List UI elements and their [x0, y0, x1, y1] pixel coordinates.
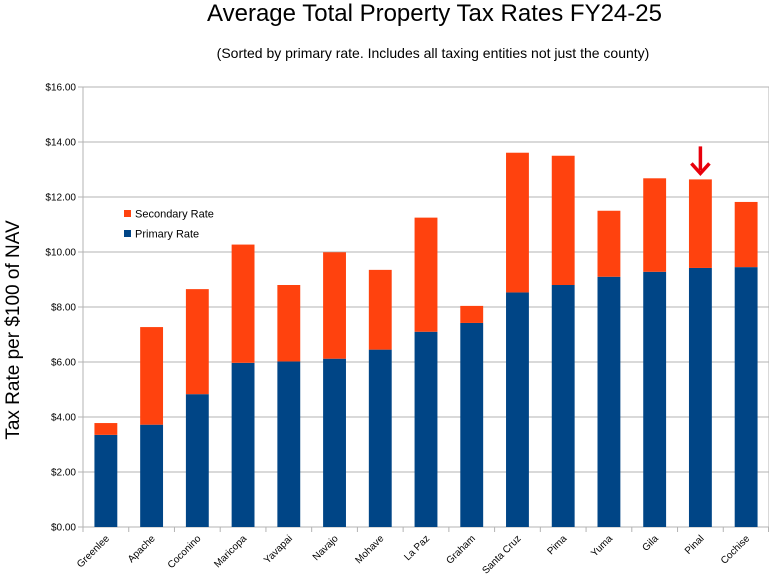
y-tick-label: $2.00	[51, 468, 76, 479]
y-axis-ticks: $0.00 $2.00 $4.00 $6.00 $8.00 $10.00 $12.00 $14…	[45, 83, 76, 534]
arrow-head	[690, 162, 711, 177]
secondary-rate-bar-la-paz	[414, 217, 438, 332]
secondary-rate-bar-pima	[551, 155, 575, 285]
primary-rate-bar-santa-cruz	[506, 292, 529, 527]
primary-rate-bar-pima	[551, 285, 575, 527]
secondary-rate-bar-navajo	[323, 252, 346, 359]
legend-swatch-secondary	[124, 210, 131, 217]
primary-rate-bar-la-paz	[414, 331, 438, 527]
secondary-rate-bar-santa-cruz	[506, 152, 529, 293]
legend-swatch-primary	[124, 230, 131, 237]
y-tick-label: $4.00	[51, 413, 76, 424]
secondary-rate-bar-apache	[140, 327, 164, 425]
y-tick-label: $8.00	[51, 303, 76, 314]
x-tick-label: Coconino	[166, 533, 204, 571]
y-tick-label: $0.00	[51, 523, 76, 534]
x-tick-label: Yuma	[589, 533, 615, 559]
primary-rate-bar-pinal	[688, 267, 712, 527]
primary-rate-bar-yavapai	[277, 361, 301, 527]
secondary-rate-bar-greenlee	[94, 423, 118, 435]
x-tick-label: La Paz	[402, 533, 432, 563]
chart-subtitle: (Sorted by primary rate. Includes all ta…	[216, 45, 650, 61]
x-tick-label: Greenlee	[75, 533, 112, 570]
secondary-rate-bar-cochise	[734, 201, 758, 268]
x-tick-label: Yavapai	[262, 533, 295, 566]
x-tick-label: Mohave	[353, 533, 386, 566]
y-tick-label: $14.00	[45, 138, 76, 149]
secondary-rate-bar-mohave	[368, 269, 392, 350]
bars	[94, 152, 758, 527]
primary-rate-bar-apache	[140, 424, 164, 527]
primary-rate-bar-navajo	[323, 358, 346, 527]
primary-rate-bar-maricopa	[231, 362, 255, 527]
secondary-rate-bar-pinal	[688, 179, 712, 268]
x-tick-label: Maricopa	[212, 533, 249, 570]
secondary-rate-bar-gila	[643, 178, 667, 272]
x-tick-label: Cochise	[719, 533, 753, 567]
x-tick-label: Pima	[545, 533, 569, 557]
y-tick-label: $10.00	[45, 248, 76, 259]
x-tick-label: Gila	[640, 533, 661, 554]
legend-label-primary: Primary Rate	[135, 229, 199, 241]
secondary-rate-bar-coconino	[185, 289, 209, 395]
x-tick-label: Pinal	[683, 533, 707, 557]
chart-title: Average Total Property Tax Rates FY24-25	[207, 0, 662, 27]
x-tick-label: Graham	[445, 533, 478, 566]
y-tick-label: $16.00	[45, 83, 76, 94]
primary-rate-bar-coconino	[185, 394, 209, 527]
legend-label-secondary: Secondary Rate	[135, 209, 214, 221]
primary-rate-bar-yuma	[597, 276, 621, 527]
pinal-highlight-arrow-icon	[690, 146, 711, 177]
primary-rate-bar-greenlee	[94, 434, 118, 527]
x-tick-label: Santa Cruz	[480, 533, 523, 576]
x-tick-label: Apache	[126, 533, 158, 565]
x-axis-ticks: Greenlee Apache Coconino Maricopa Yavapai Nav…	[75, 527, 769, 576]
x-tick-label: Navajo	[311, 533, 341, 563]
secondary-rate-bar-graham	[460, 305, 484, 323]
primary-rate-bar-graham	[460, 322, 484, 527]
secondary-rate-bar-maricopa	[231, 244, 255, 363]
secondary-rate-bar-yavapai	[277, 285, 301, 362]
primary-rate-bar-mohave	[368, 349, 392, 527]
primary-rate-bar-gila	[643, 271, 667, 527]
y-tick-label: $12.00	[45, 193, 76, 204]
primary-rate-bar-cochise	[734, 267, 758, 527]
secondary-rate-bar-yuma	[597, 210, 621, 277]
legend: Secondary Rate Primary Rate	[124, 209, 214, 241]
y-tick-label: $6.00	[51, 358, 76, 369]
